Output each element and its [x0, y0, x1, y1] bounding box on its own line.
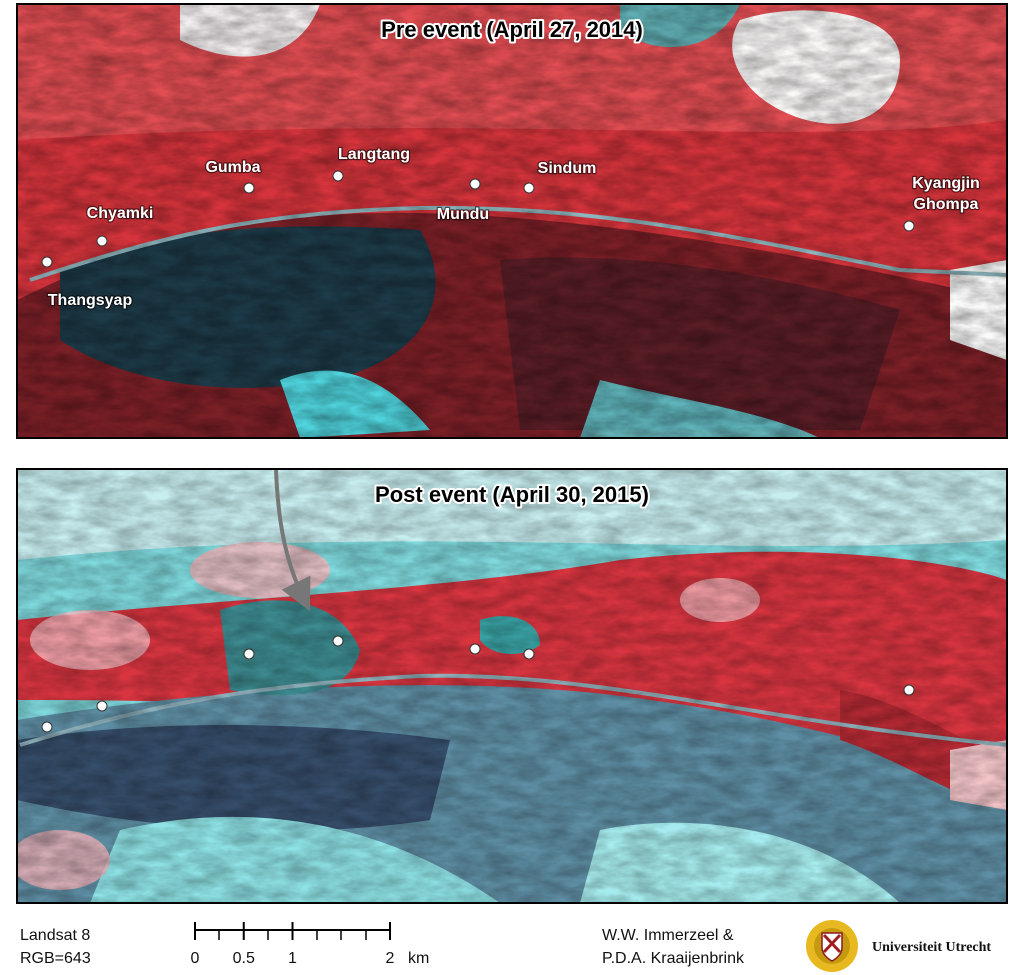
post-event-image: [17, 469, 1007, 903]
scale-tick-label: 2: [386, 950, 395, 967]
pre-event-image: [17, 4, 1007, 438]
institution-name: Universiteit Utrecht: [872, 940, 991, 955]
panel-title: Pre event (April 27, 2014): [381, 17, 643, 42]
scale-tick-label: 1: [288, 950, 297, 967]
place-label: Mundu: [437, 206, 489, 223]
place-label: Sindum: [538, 160, 597, 177]
credit: W.W. Immerzeel &: [602, 927, 734, 944]
place-label: Thangsyap: [48, 292, 133, 309]
sensor-label: Landsat 8: [20, 927, 90, 944]
panel-frame: [16, 468, 1008, 904]
place-label: Chyamki: [87, 205, 154, 222]
place-label: Kyangjin: [912, 175, 980, 192]
location-dots: [41, 170, 915, 733]
place-label: Langtang: [338, 146, 410, 163]
place-label: Ghompa: [914, 196, 979, 213]
scale-tick-label: 0: [191, 950, 200, 967]
credit: P.D.A. Kraaijenbrink: [602, 950, 745, 967]
scale-unit: km: [408, 950, 429, 967]
scale-tick-label: 0.5: [233, 950, 255, 967]
place-label: Gumba: [205, 159, 260, 176]
panel-title: Post event (April 30, 2015): [375, 482, 649, 507]
university-logo: [806, 920, 858, 972]
sensor-label: RGB=643: [20, 950, 91, 967]
panel-frame: [16, 3, 1008, 439]
